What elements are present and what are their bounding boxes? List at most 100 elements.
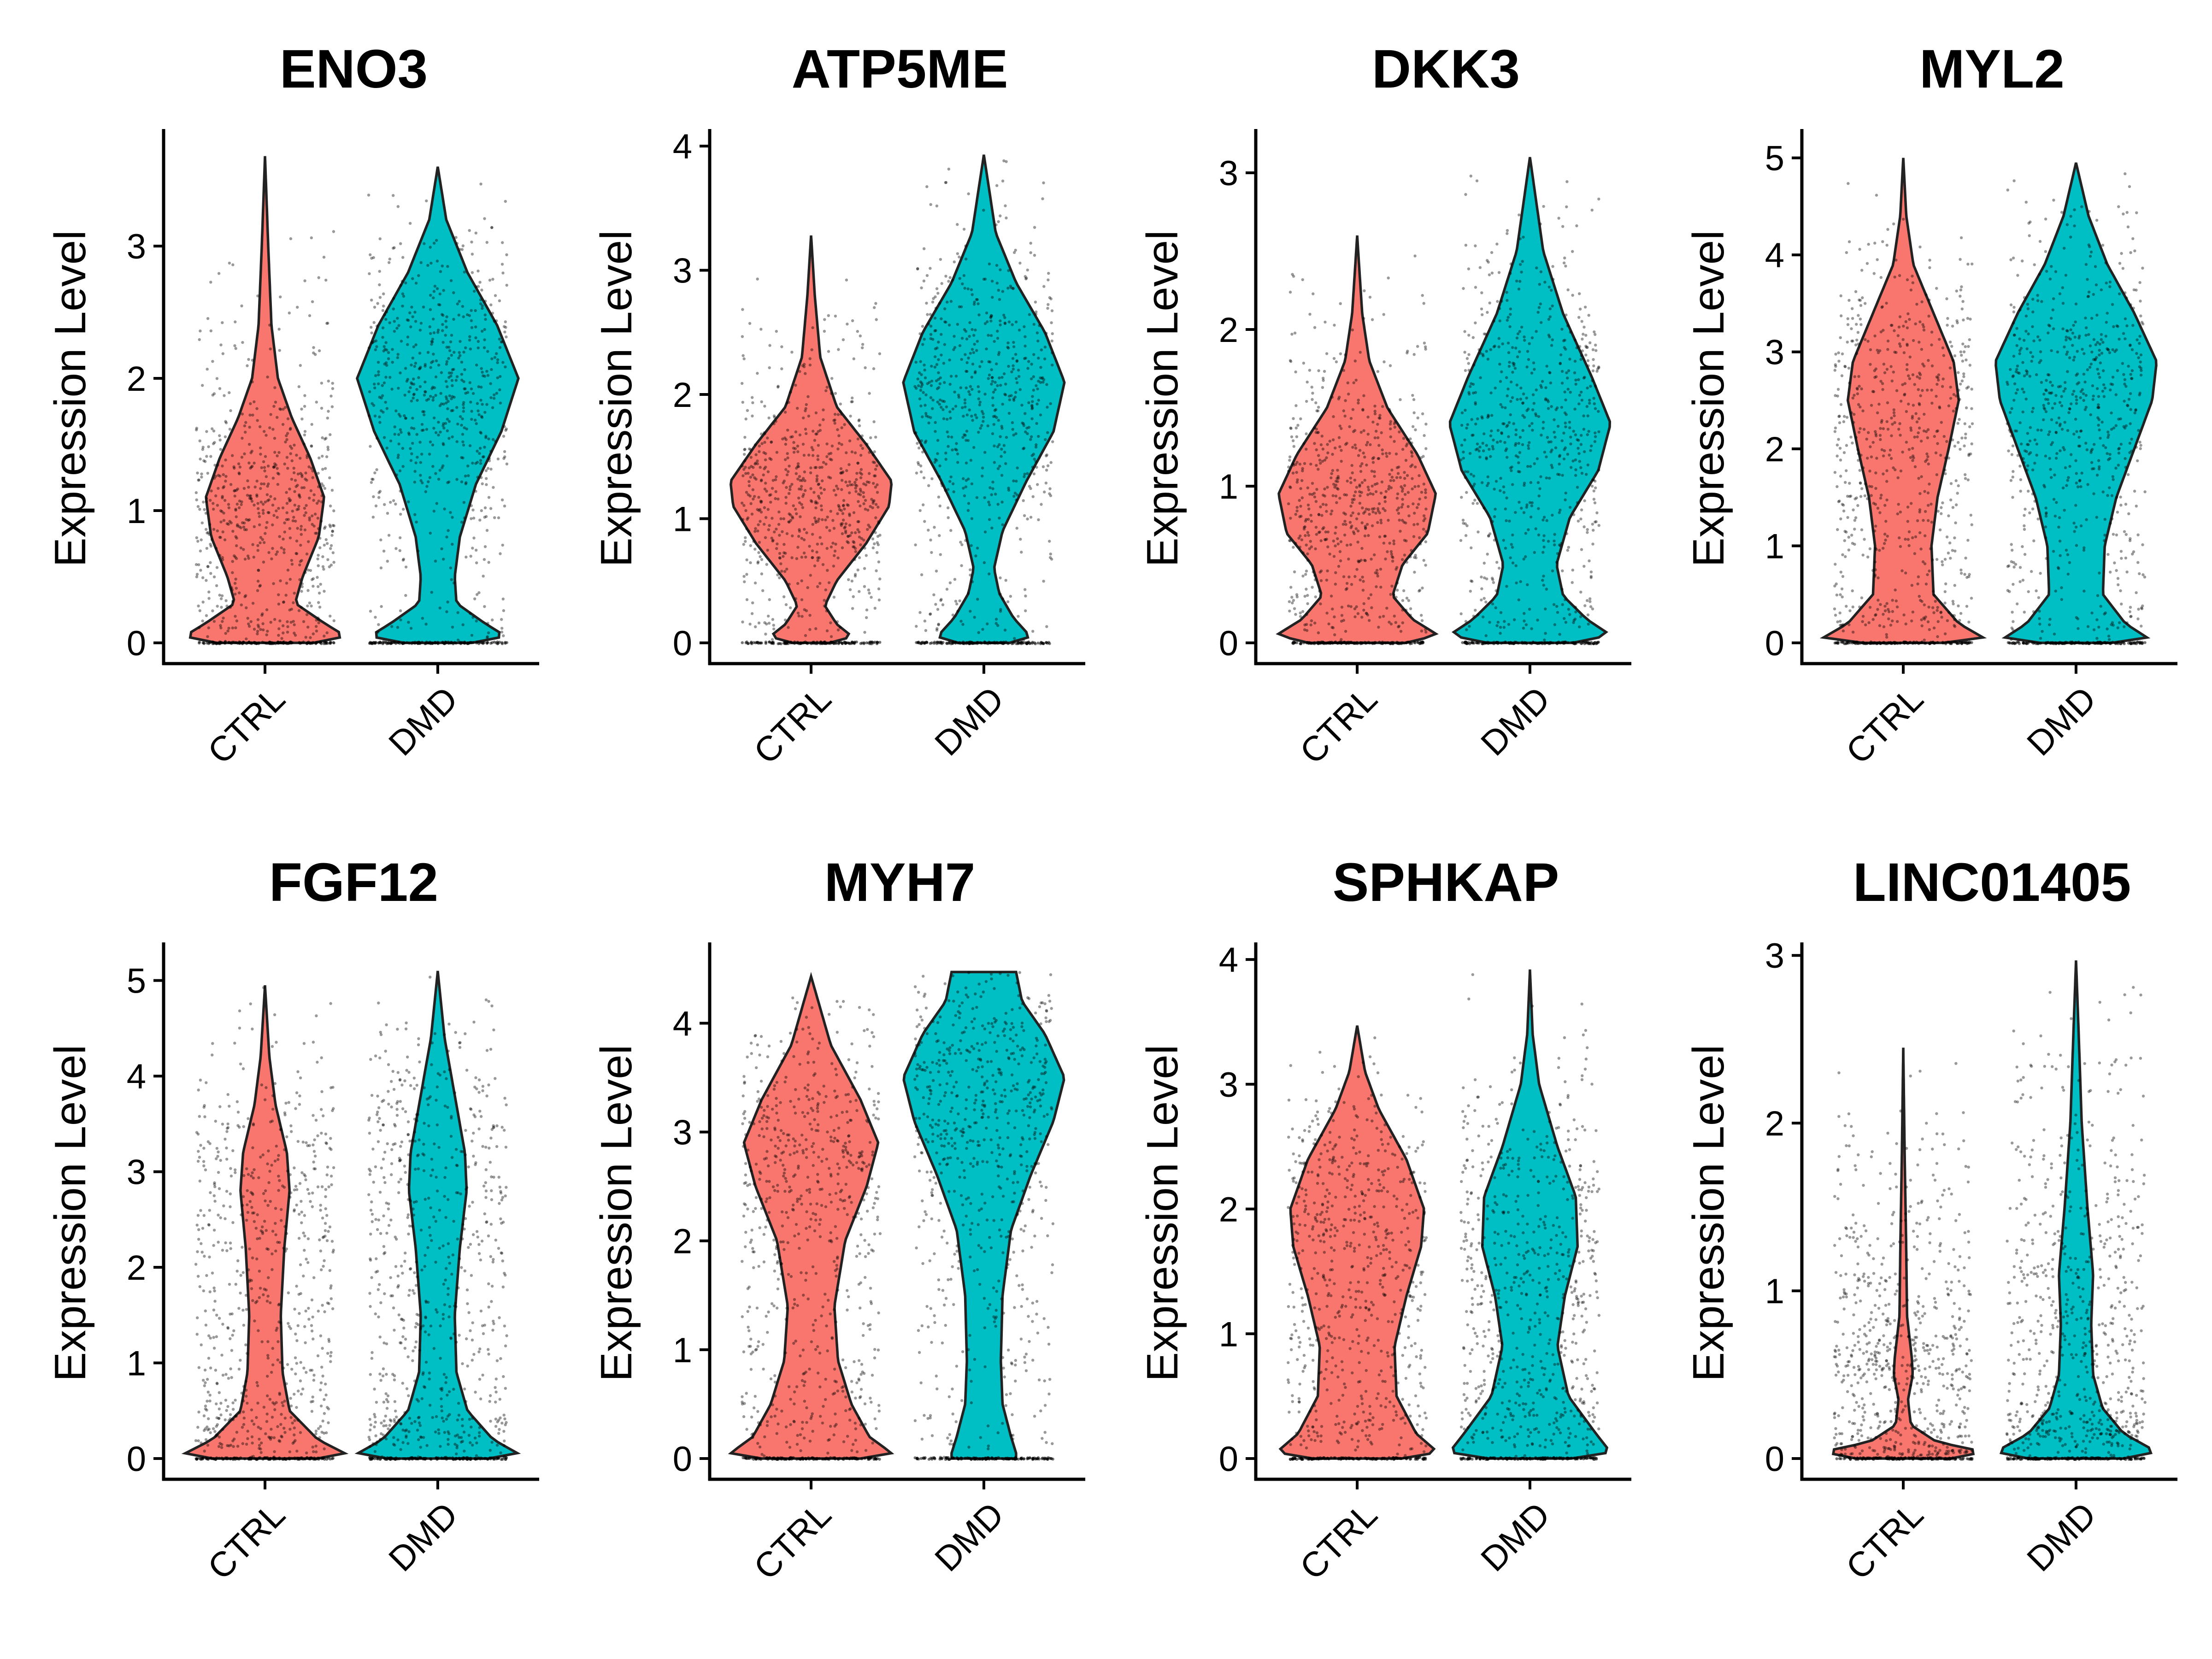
data-point xyxy=(437,433,440,437)
data-point xyxy=(1371,524,1374,528)
data-point xyxy=(426,351,430,354)
data-point xyxy=(1420,629,1424,633)
data-point xyxy=(1340,459,1343,463)
data-point xyxy=(489,396,493,400)
data-point xyxy=(424,642,427,646)
data-point xyxy=(1009,286,1013,289)
data-point xyxy=(844,480,847,484)
data-point xyxy=(1597,365,1600,369)
data-point xyxy=(1323,494,1326,498)
data-point xyxy=(1378,511,1382,515)
data-point xyxy=(1350,583,1353,586)
data-point xyxy=(381,309,385,312)
data-point xyxy=(1402,520,1406,524)
data-point xyxy=(418,367,422,370)
data-point xyxy=(934,329,937,332)
data-point xyxy=(863,585,866,588)
data-point xyxy=(1464,470,1467,473)
data-point xyxy=(1039,376,1042,380)
data-point xyxy=(970,641,973,645)
data-point xyxy=(1514,454,1518,458)
data-point xyxy=(872,499,876,502)
data-point xyxy=(1506,424,1509,427)
data-point xyxy=(224,421,228,424)
data-point xyxy=(925,274,929,277)
data-point xyxy=(1497,337,1500,340)
data-point xyxy=(1324,320,1327,324)
data-point xyxy=(935,204,939,208)
data-point xyxy=(1474,402,1477,406)
data-point xyxy=(1358,559,1361,563)
data-point xyxy=(1505,425,1508,428)
data-point xyxy=(317,500,320,503)
data-point xyxy=(410,382,414,386)
data-point xyxy=(1366,441,1369,444)
data-point xyxy=(1006,346,1009,349)
data-point xyxy=(852,357,856,360)
data-point xyxy=(329,544,333,547)
data-point xyxy=(242,521,246,525)
data-point xyxy=(1491,447,1495,451)
data-point xyxy=(1463,438,1466,441)
data-point xyxy=(781,437,784,441)
data-point xyxy=(259,500,263,504)
data-point xyxy=(445,315,448,318)
data-point xyxy=(1577,641,1581,644)
data-point xyxy=(1583,642,1586,646)
data-point xyxy=(246,554,250,558)
data-point xyxy=(1556,406,1559,410)
data-point xyxy=(302,486,306,489)
data-point xyxy=(969,459,973,462)
data-point xyxy=(814,466,818,469)
data-point xyxy=(303,279,306,282)
data-point xyxy=(943,343,947,346)
data-point xyxy=(218,640,221,644)
data-point xyxy=(846,484,849,488)
data-point xyxy=(1483,576,1486,580)
data-point xyxy=(1289,517,1292,520)
data-point xyxy=(875,569,878,572)
data-point xyxy=(1548,315,1552,318)
data-point xyxy=(853,481,857,484)
data-point xyxy=(302,641,305,644)
data-point xyxy=(837,348,840,351)
data-point xyxy=(1521,260,1524,263)
data-point xyxy=(803,363,806,366)
data-point xyxy=(231,641,234,644)
data-point xyxy=(293,623,296,626)
data-point xyxy=(446,385,449,388)
data-point xyxy=(1488,621,1491,624)
data-point xyxy=(962,477,965,480)
data-point xyxy=(424,363,427,366)
data-point xyxy=(418,367,421,371)
data-point xyxy=(1309,513,1312,517)
data-point xyxy=(1474,609,1477,612)
data-point xyxy=(1547,540,1550,543)
data-point xyxy=(253,461,256,465)
data-point xyxy=(417,376,420,379)
violin-ctrl xyxy=(1276,235,1439,644)
data-point xyxy=(462,443,465,447)
data-point xyxy=(1586,613,1590,617)
data-point xyxy=(396,626,400,629)
data-point xyxy=(1468,624,1471,628)
data-point xyxy=(1968,425,1971,429)
data-point xyxy=(222,617,225,620)
data-point xyxy=(1580,508,1583,512)
data-point xyxy=(1026,472,1029,475)
data-point xyxy=(1026,367,1030,370)
data-point xyxy=(953,390,956,394)
data-point xyxy=(818,582,822,585)
data-point xyxy=(1597,430,1600,434)
data-point xyxy=(841,546,844,549)
data-point xyxy=(1338,640,1341,644)
data-point xyxy=(771,641,774,644)
data-point xyxy=(464,346,467,349)
data-point xyxy=(1586,346,1589,349)
data-point xyxy=(1474,286,1477,289)
data-point xyxy=(286,625,289,629)
data-point xyxy=(413,481,417,484)
data-point xyxy=(478,447,482,450)
data-point xyxy=(767,614,770,618)
data-point xyxy=(300,585,304,588)
